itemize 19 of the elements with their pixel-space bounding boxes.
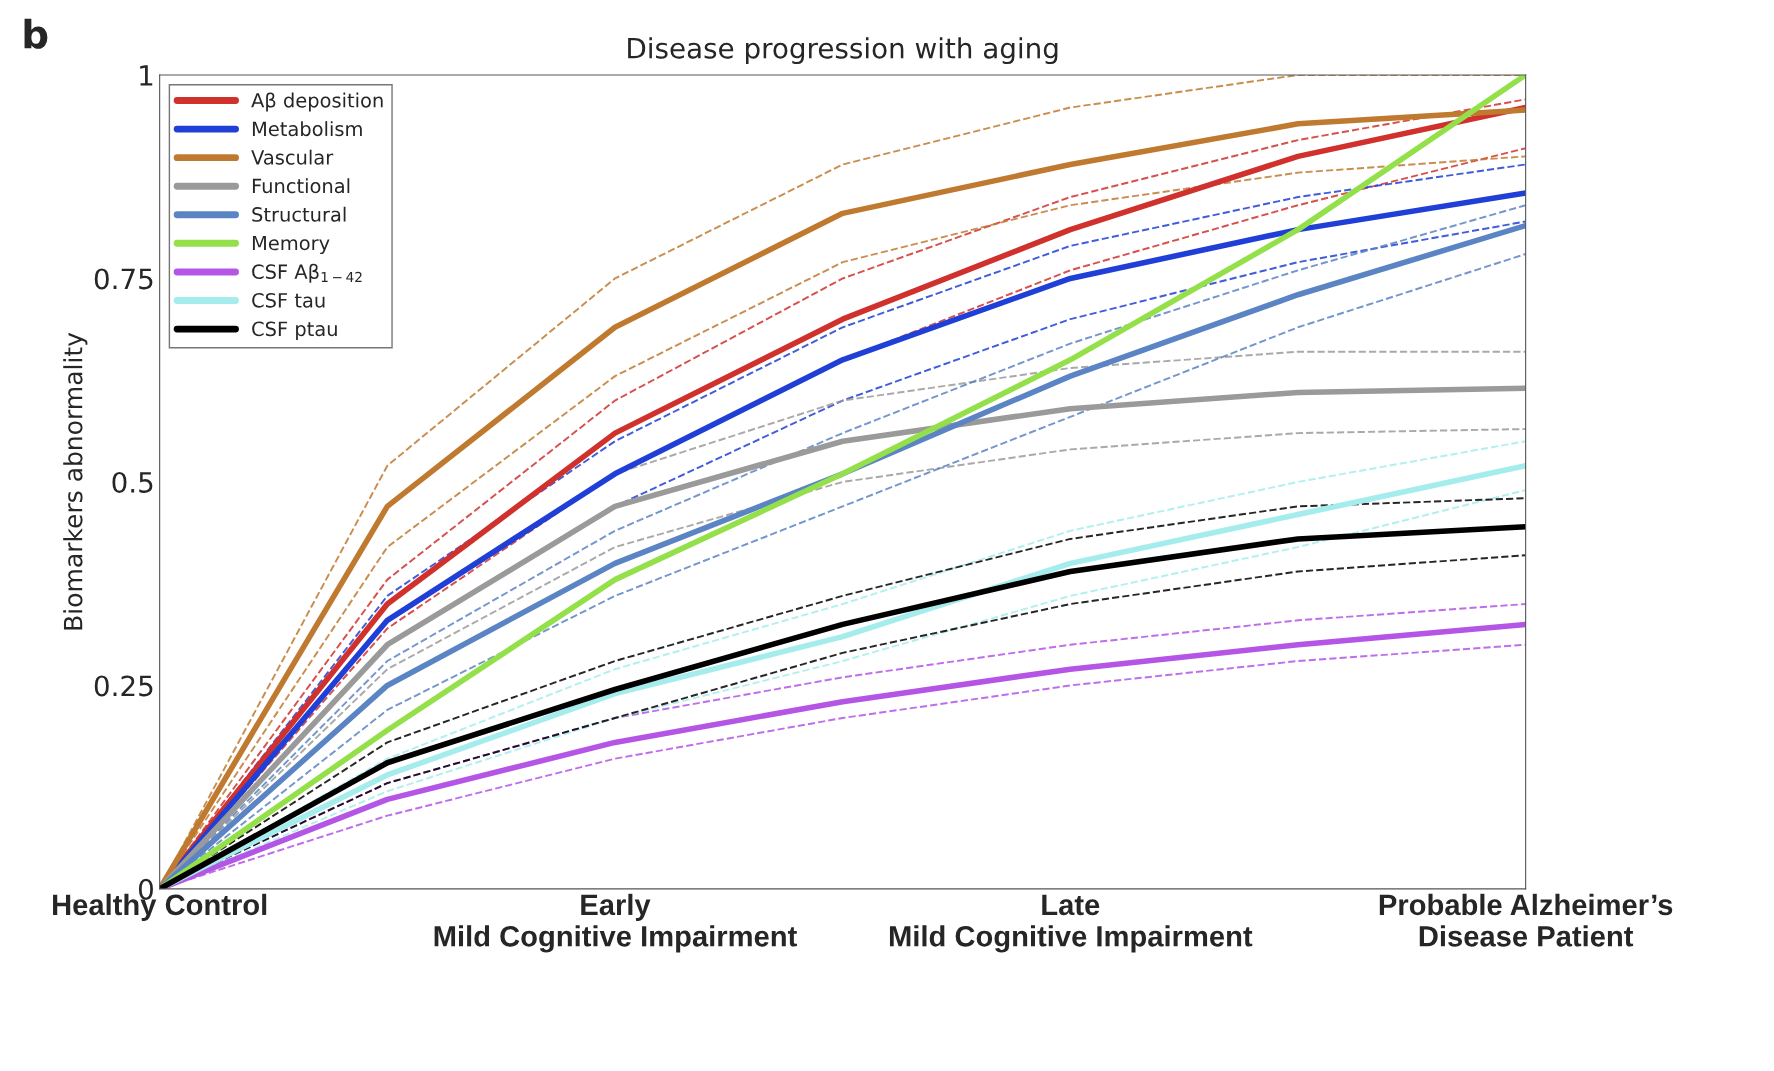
y-tick-label: 1 [140, 65, 153, 86]
text: b [24, 18, 48, 49]
y-tick-label: 0.75 [94, 268, 153, 290]
legend-label: Vascular [251, 149, 334, 165]
y-tick-label: 0.5 [112, 471, 153, 493]
chart-title: Disease progression with aging [628, 37, 1058, 65]
legend-label: Memory [252, 235, 330, 255]
x-tick-label: Early Mild Cognitive Impairment [434, 893, 797, 953]
legend-label: Functional [252, 178, 350, 194]
legend-label: Metabolism [252, 121, 362, 137]
y-tick-label: 0.25 [94, 675, 153, 697]
x-tick-label: Probable Alzheimer’s Disease Patient [1379, 893, 1673, 947]
legend-label: CSF tau [252, 292, 325, 308]
x-tick-label: Late Mild Cognitive Impairment [889, 894, 1253, 953]
legend-label: Structural [252, 206, 346, 222]
y-axis-title: Biomarkers abnormality [63, 332, 88, 630]
legend-label: CSF Aβ$_{1−42}$ [252, 263, 362, 283]
legend-label: CSF ptau [252, 321, 337, 340]
legend-label: Aβ deposition [251, 92, 383, 112]
